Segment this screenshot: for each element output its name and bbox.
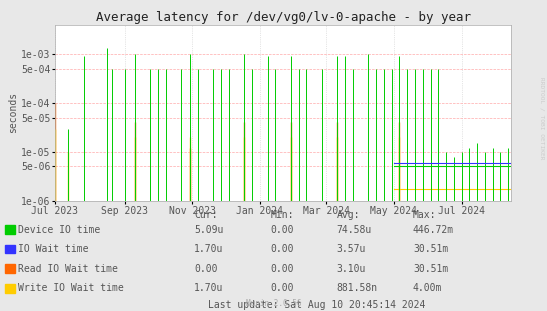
Text: 0.00: 0.00: [271, 264, 294, 274]
Y-axis label: seconds: seconds: [8, 92, 19, 133]
Text: 0.00: 0.00: [271, 244, 294, 254]
Text: 881.58n: 881.58n: [336, 283, 377, 293]
Text: Device IO time: Device IO time: [18, 225, 100, 234]
Text: Max:: Max:: [413, 210, 437, 220]
Text: 74.58u: 74.58u: [336, 225, 371, 234]
Text: 30.51m: 30.51m: [413, 244, 448, 254]
Text: Cur:: Cur:: [194, 210, 218, 220]
Text: Min:: Min:: [271, 210, 294, 220]
Text: 446.72m: 446.72m: [413, 225, 454, 234]
Text: 0.00: 0.00: [271, 225, 294, 234]
Text: 0.00: 0.00: [194, 264, 218, 274]
Text: 1.70u: 1.70u: [194, 283, 224, 293]
Text: RRDTOOL / TOBI OETIKER: RRDTOOL / TOBI OETIKER: [539, 77, 544, 160]
Text: IO Wait time: IO Wait time: [18, 244, 89, 254]
Text: 30.51m: 30.51m: [413, 264, 448, 274]
Text: Read IO Wait time: Read IO Wait time: [18, 264, 118, 274]
Title: Average latency for /dev/vg0/lv-0-apache - by year: Average latency for /dev/vg0/lv-0-apache…: [96, 11, 470, 24]
Text: 5.09u: 5.09u: [194, 225, 224, 234]
Text: 4.00m: 4.00m: [413, 283, 443, 293]
Text: Avg:: Avg:: [336, 210, 360, 220]
Text: 1.70u: 1.70u: [194, 244, 224, 254]
Text: 0.00: 0.00: [271, 283, 294, 293]
Text: Write IO Wait time: Write IO Wait time: [18, 283, 124, 293]
Text: Last update: Sat Aug 10 20:45:14 2024: Last update: Sat Aug 10 20:45:14 2024: [208, 300, 425, 310]
Text: 3.57u: 3.57u: [336, 244, 366, 254]
Text: 3.10u: 3.10u: [336, 264, 366, 274]
Text: Munin 2.0.56: Munin 2.0.56: [246, 299, 301, 308]
